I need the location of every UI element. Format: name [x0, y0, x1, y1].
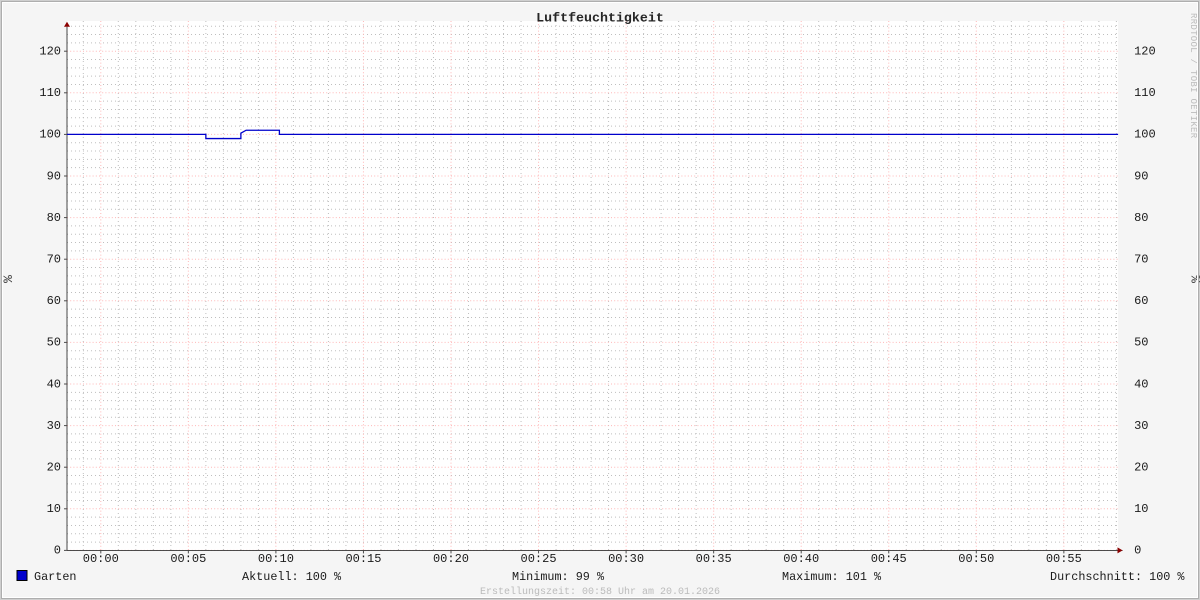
svg-text:10: 10 — [47, 502, 61, 516]
svg-text:00:05: 00:05 — [170, 552, 206, 566]
svg-text:80: 80 — [47, 211, 61, 225]
svg-text:00:20: 00:20 — [433, 552, 469, 566]
svg-text:00:30: 00:30 — [608, 552, 644, 566]
svg-text:10: 10 — [1134, 502, 1148, 516]
svg-text:00:10: 00:10 — [258, 552, 294, 566]
svg-text:Maximum: 101 %: Maximum: 101 % — [782, 570, 882, 584]
svg-text:120: 120 — [39, 45, 61, 59]
svg-text:30: 30 — [1134, 419, 1148, 433]
svg-text:90: 90 — [47, 169, 61, 183]
svg-text:20: 20 — [47, 461, 61, 475]
svg-text:Garten: Garten — [34, 570, 76, 584]
svg-text:Durchschnitt: 100 %: Durchschnitt: 100 % — [1050, 570, 1185, 584]
svg-text:Erstellungszeit: 00:58 Uhr am: Erstellungszeit: 00:58 Uhr am 20.01.2026 — [480, 586, 720, 598]
svg-text:60: 60 — [1134, 294, 1148, 308]
svg-text:00:25: 00:25 — [521, 552, 557, 566]
svg-text:Minimum: 99 %: Minimum: 99 % — [512, 570, 605, 584]
svg-text:100: 100 — [1134, 128, 1156, 142]
svg-text:00:00: 00:00 — [83, 552, 119, 566]
svg-text:70: 70 — [1134, 253, 1148, 267]
svg-text:00:50: 00:50 — [958, 552, 994, 566]
svg-text:110: 110 — [1134, 86, 1156, 100]
svg-text:100: 100 — [39, 128, 61, 142]
svg-text:0: 0 — [1134, 544, 1141, 558]
svg-text:60: 60 — [47, 294, 61, 308]
svg-text:40: 40 — [1134, 377, 1148, 391]
svg-text:00:55: 00:55 — [1046, 552, 1082, 566]
svg-text:30: 30 — [47, 419, 61, 433]
svg-text:00:15: 00:15 — [345, 552, 381, 566]
svg-text:70: 70 — [47, 253, 61, 267]
svg-text:90: 90 — [1134, 169, 1148, 183]
svg-text:80: 80 — [1134, 211, 1148, 225]
svg-text:40: 40 — [47, 377, 61, 391]
svg-text:110: 110 — [39, 86, 61, 100]
svg-text:120: 120 — [1134, 45, 1156, 59]
svg-text:RRDTOOL / TOBI OETIKER: RRDTOOL / TOBI OETIKER — [1188, 13, 1198, 139]
svg-text:50: 50 — [1134, 336, 1148, 350]
svg-text:20: 20 — [1134, 461, 1148, 475]
svg-text:50: 50 — [47, 336, 61, 350]
svg-text:00:45: 00:45 — [871, 552, 907, 566]
svg-text:Aktuell: 100 %: Aktuell: 100 % — [242, 570, 342, 584]
svg-text:Luftfeuchtigkeit: Luftfeuchtigkeit — [536, 11, 664, 26]
svg-text:0: 0 — [54, 544, 61, 558]
svg-text:00:40: 00:40 — [783, 552, 819, 566]
svg-text:00:35: 00:35 — [696, 552, 732, 566]
